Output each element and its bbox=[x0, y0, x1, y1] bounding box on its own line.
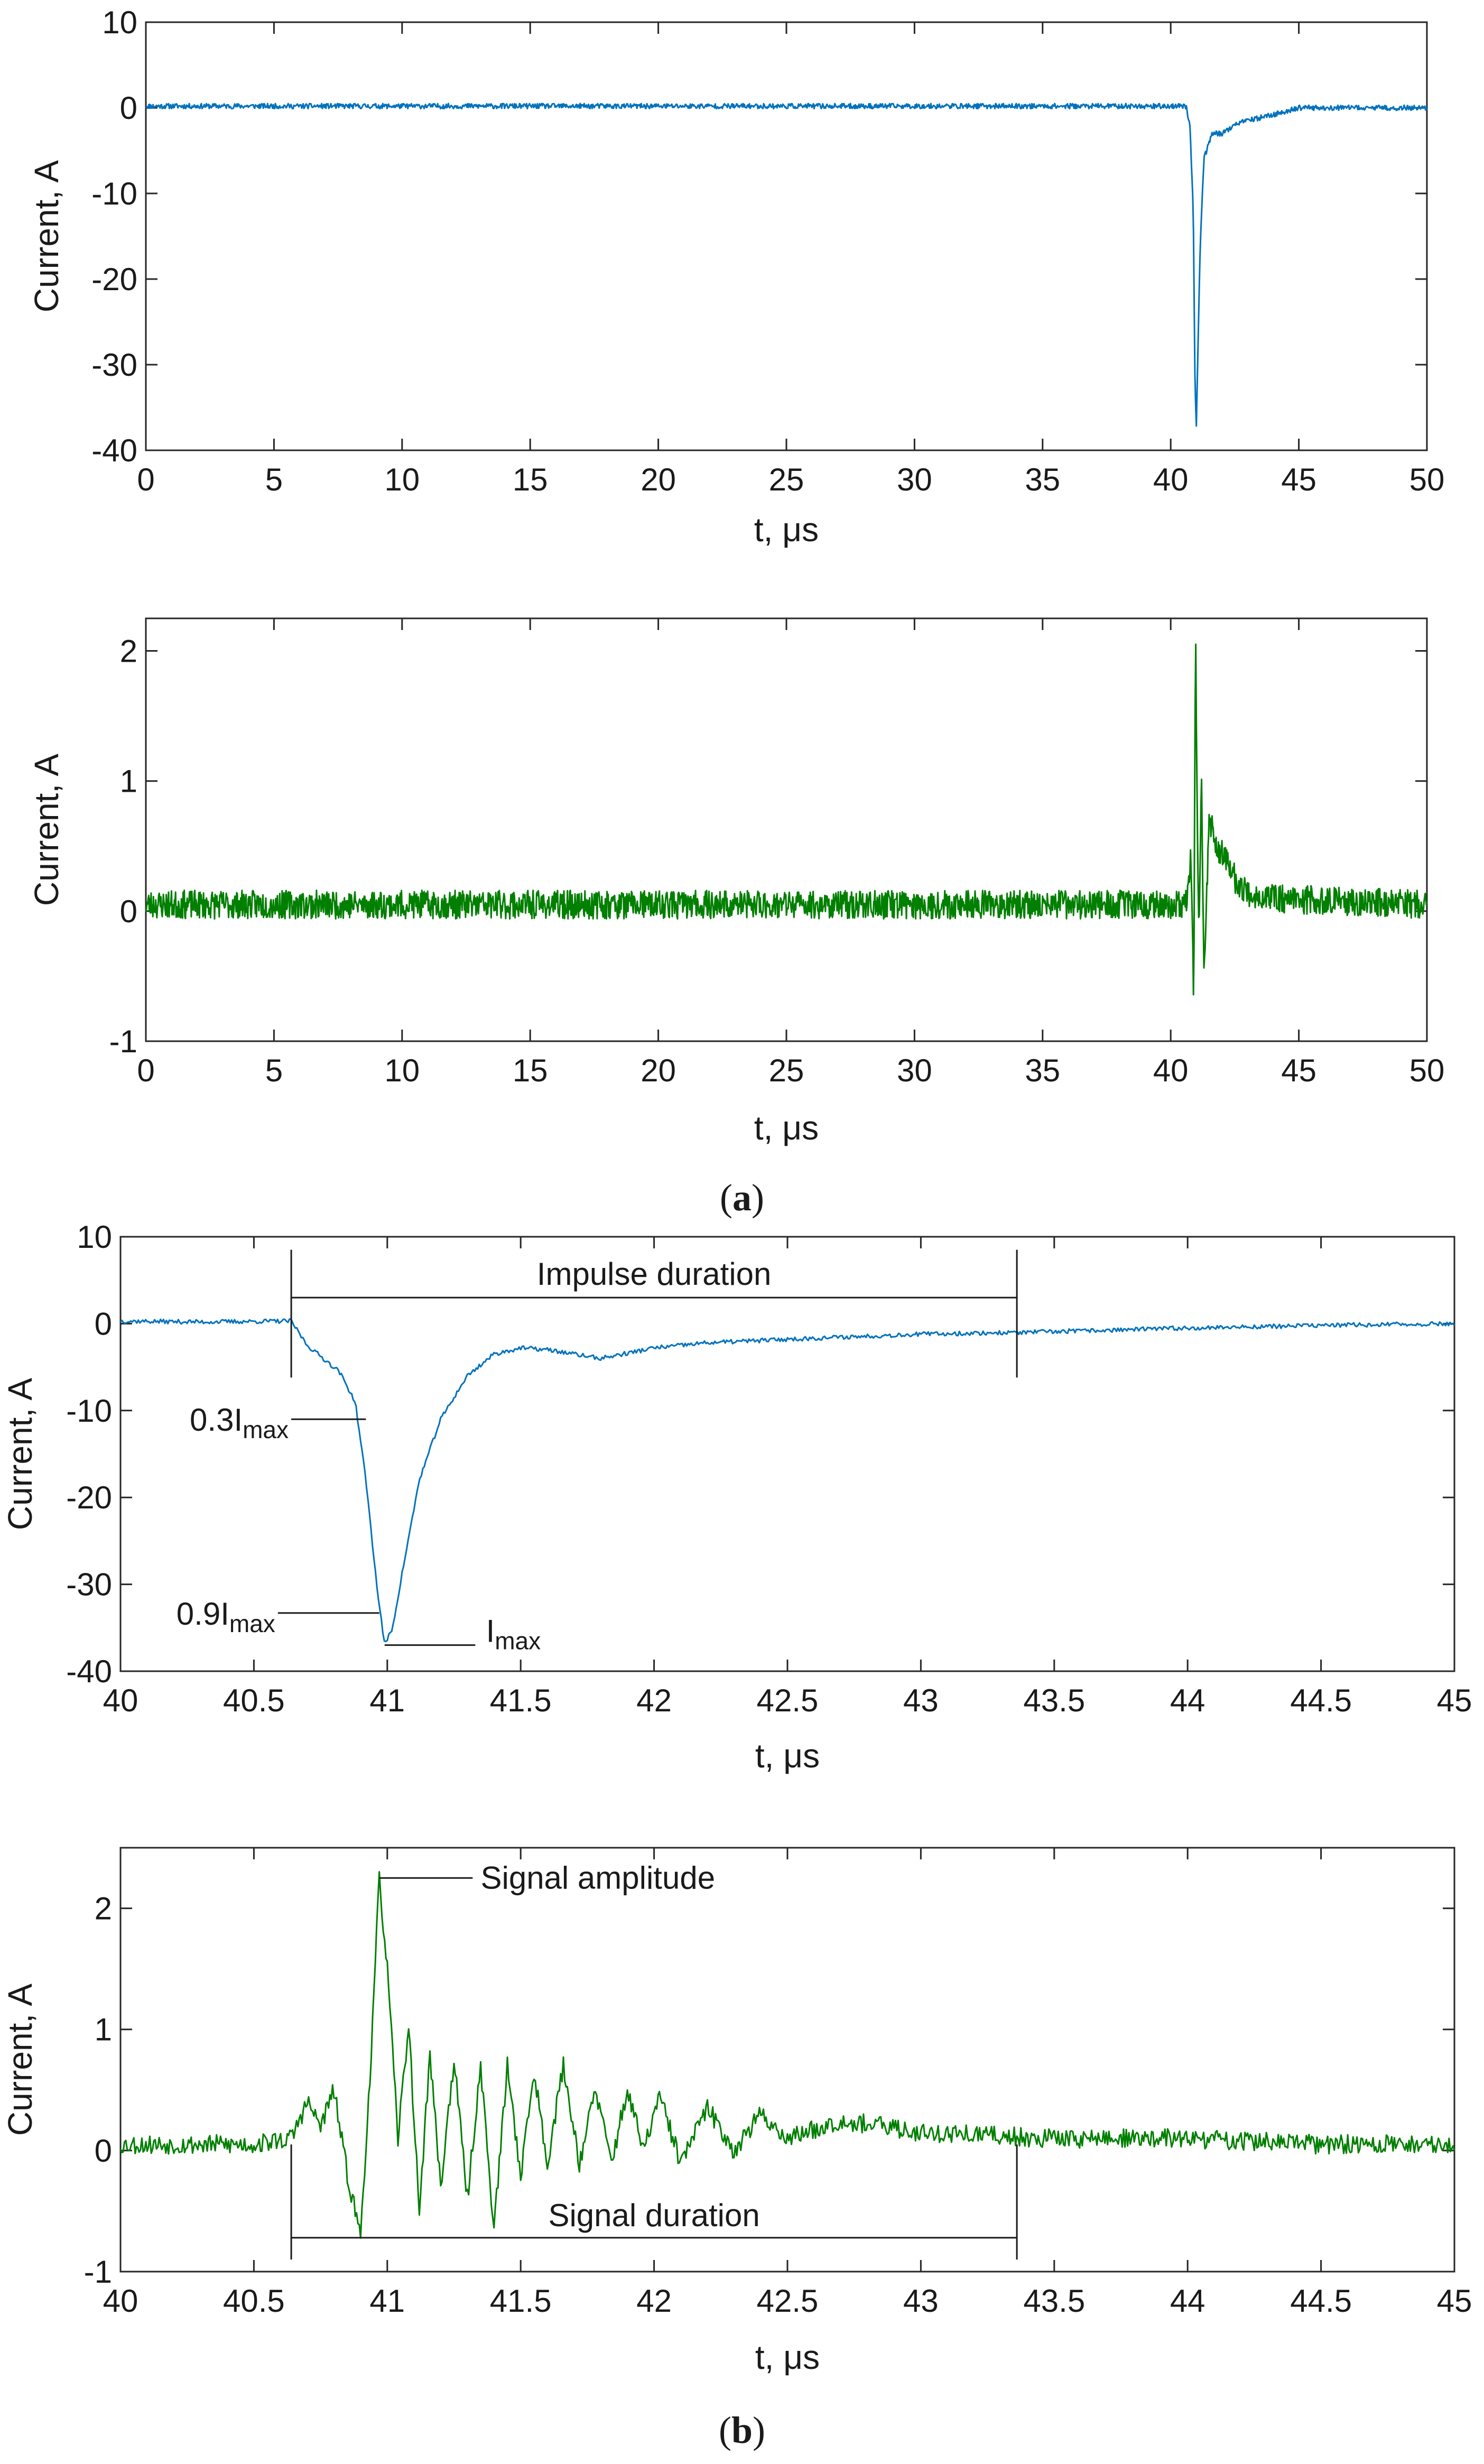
x-tick-label: 44.5 bbox=[1290, 1683, 1352, 1718]
y-tick-label: -10 bbox=[91, 176, 137, 211]
x-tick-label: 44 bbox=[1170, 1683, 1205, 1718]
x-tick-label: 41 bbox=[369, 2283, 405, 2319]
x-tick-label: 41.5 bbox=[490, 2283, 552, 2319]
x-axis-label: t, μs bbox=[754, 511, 819, 549]
signal-duration-label: Signal duration bbox=[548, 2198, 759, 2233]
series-line bbox=[145, 643, 1428, 996]
x-tick-label: 43 bbox=[903, 1683, 939, 1718]
x-tick-label: 20 bbox=[641, 1053, 676, 1088]
y-axis-label: Current, A bbox=[27, 160, 66, 312]
x-tick-label: 10 bbox=[384, 462, 420, 497]
y-tick-label: 0 bbox=[95, 2133, 112, 2169]
y-axis-label: Current, A bbox=[27, 754, 66, 906]
x-tick-label: 25 bbox=[769, 1053, 804, 1088]
x-tick-label: 44 bbox=[1170, 2283, 1205, 2319]
y-tick-label: -30 bbox=[91, 347, 137, 383]
x-tick-label: 5 bbox=[265, 1053, 283, 1088]
y-tick-label: -1 bbox=[109, 1024, 137, 1059]
x-tick-label: 50 bbox=[1409, 462, 1445, 497]
impulse-duration-label: Impulse duration bbox=[537, 1256, 772, 1292]
panel-letter: b bbox=[731, 2409, 753, 2451]
x-tick-label: 30 bbox=[897, 462, 932, 497]
x-tick-label: 42.5 bbox=[757, 2283, 819, 2319]
plot-frame bbox=[145, 617, 1428, 1042]
x-tick-label: 20 bbox=[641, 462, 676, 497]
y-tick-label: 1 bbox=[95, 2012, 112, 2048]
y-tick-label: 10 bbox=[102, 5, 137, 40]
x-tick-label: 40 bbox=[103, 2283, 138, 2319]
x-tick-label: 25 bbox=[769, 462, 804, 497]
plot-frame bbox=[145, 21, 1428, 451]
x-tick-label: 41 bbox=[369, 1683, 405, 1718]
x-tick-label: 40 bbox=[1153, 462, 1189, 497]
x-tick-label: 42 bbox=[636, 1683, 672, 1718]
level-03-label: 0.3Imax bbox=[190, 1402, 289, 1443]
x-tick-label: 41.5 bbox=[490, 1683, 552, 1718]
y-tick-label: 1 bbox=[120, 764, 137, 799]
x-tick-label: 0 bbox=[137, 462, 154, 497]
x-tick-label: 42 bbox=[636, 2283, 672, 2319]
y-axis-label: Current, A bbox=[1, 1378, 39, 1530]
y-tick-label: -10 bbox=[66, 1393, 112, 1429]
panel-label-a: (a) bbox=[720, 1177, 764, 1219]
x-tick-label: 10 bbox=[384, 1053, 420, 1088]
y-tick-label: 0 bbox=[95, 1306, 112, 1341]
y-tick-label: 0 bbox=[120, 894, 137, 929]
y-tick-label: -20 bbox=[91, 262, 137, 297]
x-tick-label: 40.5 bbox=[223, 2283, 285, 2319]
x-tick-label: 43.5 bbox=[1023, 1683, 1085, 1718]
x-tick-label: 0 bbox=[137, 1053, 154, 1088]
paren-close: ) bbox=[753, 2409, 765, 2451]
y-tick-label: 0 bbox=[120, 90, 137, 126]
series-line bbox=[119, 1871, 1455, 2239]
x-tick-label: 45 bbox=[1281, 462, 1316, 497]
x-tick-label: 40 bbox=[103, 1683, 138, 1718]
chart-b-signal: 40 40.5 41 41.5 42 42.5 43 43.5 44 44.5 45 2 1 0 -1 Si… bbox=[1, 1847, 1472, 2376]
panel-letter: a bbox=[732, 1177, 752, 1219]
y-tick-label: -30 bbox=[66, 1567, 112, 1602]
x-tick-label: 40 bbox=[1153, 1053, 1189, 1088]
y-tick-label: -20 bbox=[66, 1480, 112, 1515]
panel-label-b: (b) bbox=[719, 2409, 765, 2451]
plot-frame bbox=[119, 1847, 1455, 2273]
x-tick-label: 45 bbox=[1437, 1683, 1472, 1718]
y-tick-label: 2 bbox=[95, 1891, 112, 1926]
paren-open: ( bbox=[719, 2409, 731, 2451]
y-tick-label: -40 bbox=[91, 433, 137, 468]
x-tick-label: 42.5 bbox=[757, 1683, 819, 1718]
x-tick-label: 44.5 bbox=[1290, 2283, 1352, 2319]
series-line bbox=[119, 1318, 1455, 1643]
paren-open: ( bbox=[720, 1177, 732, 1219]
x-tick-label: 35 bbox=[1025, 1053, 1060, 1088]
y-tick-label: 2 bbox=[120, 634, 137, 669]
x-tick-label: 30 bbox=[897, 1053, 932, 1088]
x-tick-label: 35 bbox=[1025, 462, 1060, 497]
x-tick-label: 5 bbox=[265, 462, 283, 497]
series-line bbox=[145, 103, 1428, 427]
y-tick-label: 10 bbox=[77, 1219, 112, 1255]
x-tick-label: 43 bbox=[903, 2283, 939, 2319]
x-tick-label: 15 bbox=[513, 1053, 548, 1088]
x-axis-label: t, μs bbox=[754, 1109, 819, 1147]
y-tick-label: -40 bbox=[66, 1654, 112, 1689]
x-axis-label: t, μs bbox=[755, 1737, 820, 1775]
x-axis-label: t, μs bbox=[755, 2338, 820, 2376]
x-tick-label: 43.5 bbox=[1023, 2283, 1085, 2319]
x-tick-label: 45 bbox=[1437, 2283, 1472, 2319]
y-axis-label: Current, A bbox=[1, 1984, 39, 2136]
chart-a-current: 0 5 10 15 20 25 30 35 40 45 50 10 0 -10 -20 -30 -40 Curr… bbox=[27, 5, 1444, 549]
x-tick-label: 50 bbox=[1409, 1053, 1445, 1088]
paren-close: ) bbox=[752, 1177, 764, 1219]
chart-b-current: 40 40.5 41 41.5 42 42.5 43 43.5 44 44.5 45 10 0 -10 -2… bbox=[1, 1219, 1472, 1775]
x-tick-label: 40.5 bbox=[223, 1683, 285, 1718]
signal-amplitude-label: Signal amplitude bbox=[480, 1860, 715, 1895]
y-tick-label: -1 bbox=[84, 2254, 112, 2290]
x-tick-label: 15 bbox=[513, 462, 548, 497]
plot-frame bbox=[119, 1236, 1455, 1672]
x-tick-label: 45 bbox=[1281, 1053, 1316, 1088]
